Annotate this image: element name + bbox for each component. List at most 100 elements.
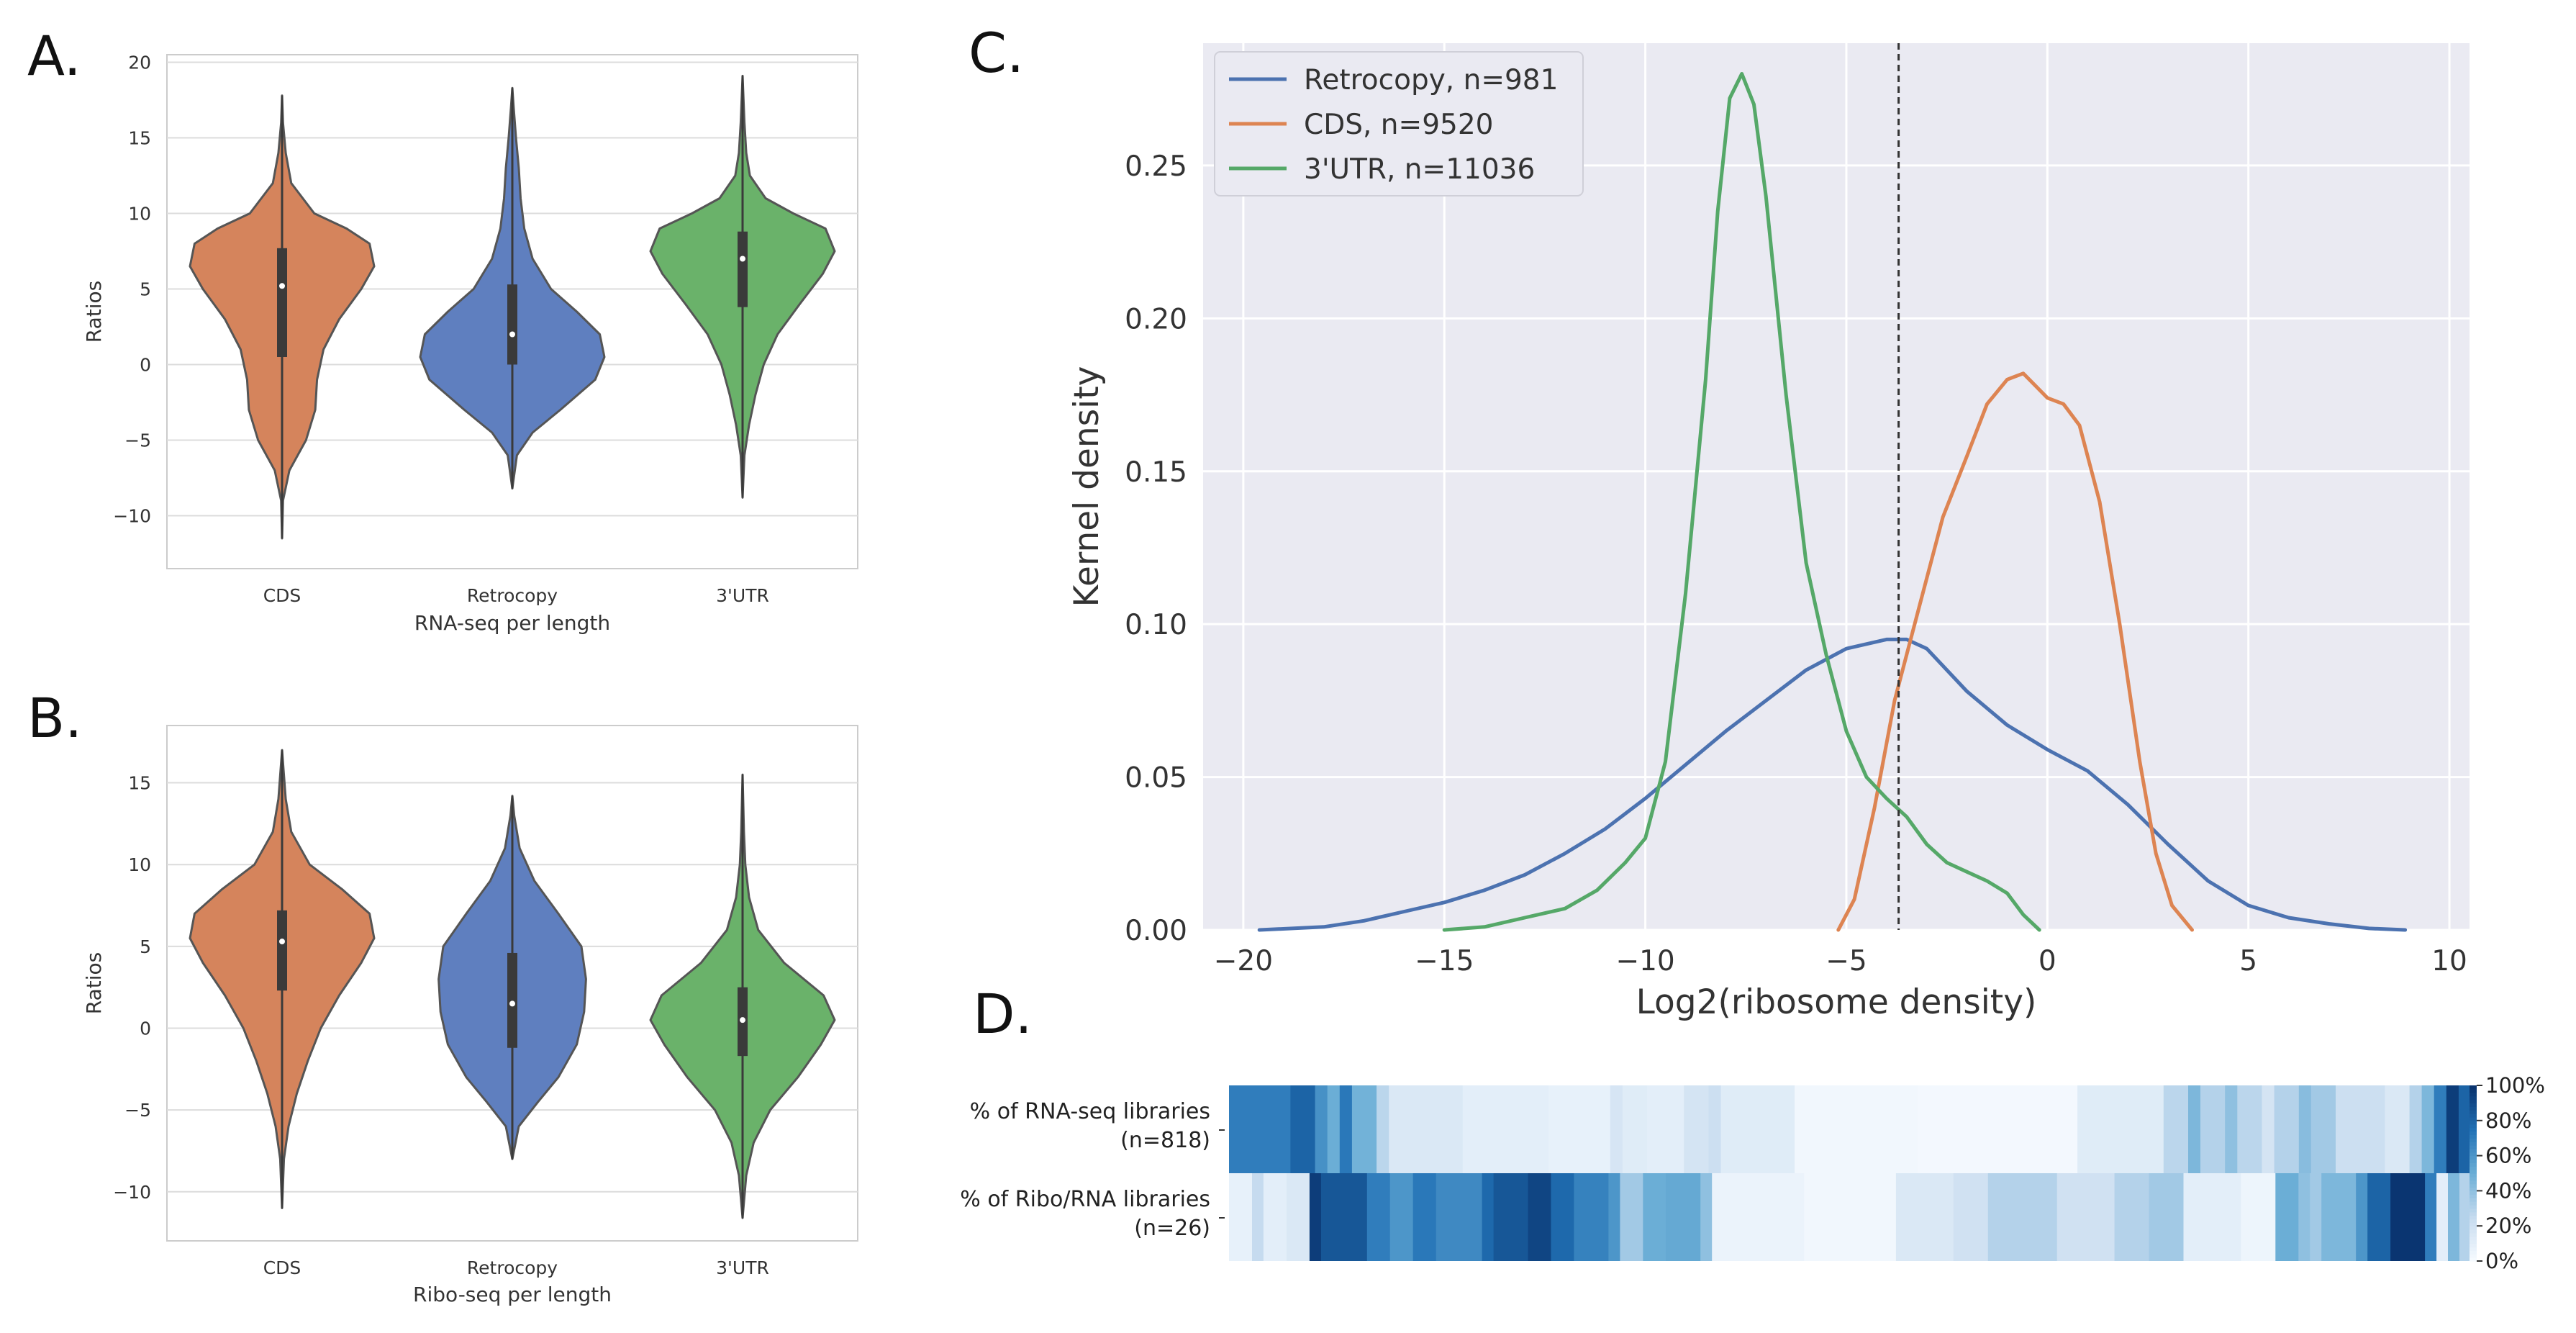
y-tick-label: 5 xyxy=(140,279,151,300)
colorbar-step xyxy=(2470,1116,2477,1121)
colorbar-step xyxy=(2470,1138,2477,1142)
legend-box xyxy=(1214,51,1584,196)
colorbar-step xyxy=(2470,1162,2477,1167)
y-tick-label: 10 xyxy=(128,854,151,875)
colorbar-step xyxy=(2470,1155,2477,1160)
colorbar-step xyxy=(2470,1085,2477,1090)
x-tick-label: 10 xyxy=(2431,945,2467,977)
x-tick-labels: CDS Retrocopy 3'UTR xyxy=(263,585,769,606)
heatmap-cell xyxy=(1647,1085,1685,1173)
heatmap-cell xyxy=(2163,1085,2189,1173)
heatmap-cell xyxy=(1263,1173,1287,1261)
heatmap-cell xyxy=(1252,1173,1264,1261)
heatmap-cell xyxy=(1700,1173,1713,1261)
violin-iqr-box xyxy=(738,231,748,307)
heatmap-cell xyxy=(1720,1085,1795,1173)
line-utr xyxy=(1442,72,2041,932)
heatmap-cell xyxy=(2200,1085,2226,1173)
y-tick-labels: −10 −5 0 5 10 15 xyxy=(113,773,151,1203)
colorbar-step xyxy=(2470,1159,2477,1163)
row-label-rna-seq-n: (n=818) xyxy=(1120,1128,1210,1153)
colorbar-label: 100% xyxy=(2485,1073,2545,1098)
colorbar-step xyxy=(2470,1092,2477,1097)
heatmap-cell xyxy=(1608,1173,1621,1261)
x-tick-label: −20 xyxy=(1214,945,1273,977)
heatmap-cell xyxy=(1389,1173,1414,1261)
x-axis-label: Ribo-seq per length xyxy=(413,1283,612,1306)
heatmap-cell xyxy=(2390,1173,2426,1261)
heatmap-cell xyxy=(1620,1173,1644,1261)
heatmap-cell xyxy=(2237,1085,2263,1173)
legend: Retrocopy, n=981 CDS, n=9520 3'UTR, n=11… xyxy=(1214,51,1584,196)
colorbar-step xyxy=(2470,1219,2477,1223)
panel-label-d: D. xyxy=(973,982,1033,1046)
colorbar-step xyxy=(2470,1173,2477,1178)
heatmap-cell xyxy=(2188,1085,2201,1173)
x-tick-label: −15 xyxy=(1415,945,1474,977)
colorbar-step xyxy=(2470,1176,2477,1181)
heatmap: % of RNA-seq libraries (n=818) % of Ribo… xyxy=(960,1073,2545,1273)
x-tick-label: −10 xyxy=(1615,945,1674,977)
x-tick-label: CDS xyxy=(263,585,301,606)
colorbar-step xyxy=(2470,1142,2477,1146)
colorbar-step xyxy=(2470,1236,2477,1241)
heatmap-cell xyxy=(1229,1085,1292,1173)
legend-label-utr: 3'UTR, n=11036 xyxy=(1304,153,1535,186)
heatmap-cell xyxy=(1229,1173,1253,1261)
y-tick-label: 0.00 xyxy=(1125,915,1187,947)
violin-chart-ribo-seq: −10 −5 0 5 10 15 CDS Retrocopy 3'UTR Ribo-seq p… xyxy=(82,725,858,1306)
violin-iqr-box xyxy=(277,248,287,357)
heatmap-cell xyxy=(1493,1173,1529,1261)
colorbar-label: 80% xyxy=(2485,1108,2531,1133)
colorbar-step xyxy=(2470,1215,2477,1220)
colorbar: 0% 20% 40% 60% 80% 100% xyxy=(2470,1073,2545,1273)
heatmap-cell xyxy=(2262,1085,2275,1173)
x-tick-label: 5 xyxy=(2239,945,2257,977)
heatmap-cell xyxy=(1551,1173,1575,1261)
heatmap-cell xyxy=(2367,1173,2391,1261)
x-tick-label: Retrocopy xyxy=(467,585,558,606)
y-tick-label: −5 xyxy=(124,430,151,451)
colorbar-step xyxy=(2470,1198,2477,1202)
y-axis-label: Ratios xyxy=(82,952,106,1014)
colorbar-step xyxy=(2470,1222,2477,1226)
colorbar-step xyxy=(2470,1229,2477,1234)
heatmap-cell xyxy=(2421,1085,2435,1173)
row-label-ribo-rna-n: (n=26) xyxy=(1134,1216,1210,1241)
heatmap-cell xyxy=(2274,1085,2300,1173)
y-tick-label: 0.15 xyxy=(1125,456,1187,489)
colorbar-step xyxy=(2470,1131,2477,1135)
colorbar-step xyxy=(2470,1233,2477,1237)
y-tick-label: 20 xyxy=(128,53,151,73)
colorbar-step xyxy=(2470,1208,2477,1213)
colorbar-step xyxy=(2470,1183,2477,1188)
heatmap-cell xyxy=(2458,1085,2472,1173)
colorbar-step xyxy=(2470,1145,2477,1149)
colorbar-step xyxy=(2470,1152,2477,1157)
heatmap-cell xyxy=(2448,1173,2460,1261)
heatmap-cell xyxy=(1708,1085,1722,1173)
x-tick-label: 0 xyxy=(2038,945,2056,977)
y-axis-label: Ratios xyxy=(82,281,106,343)
heatmap-cell xyxy=(1482,1173,1495,1261)
panel-label-b: B. xyxy=(27,686,82,750)
line-retrocopy xyxy=(1257,637,2408,932)
colorbar-step xyxy=(2470,1243,2477,1248)
violin-median xyxy=(740,1017,745,1024)
y-tick-label: 0 xyxy=(140,355,151,376)
heatmap-cell xyxy=(1712,1173,1805,1261)
colorbar-step xyxy=(2470,1170,2477,1174)
heatmap-cell xyxy=(2321,1173,2357,1261)
heatmap-cell xyxy=(1412,1173,1437,1261)
x-axis-label: RNA-seq per length xyxy=(414,611,610,635)
heatmap-cell xyxy=(2149,1173,2185,1261)
y-tick-label: 0.10 xyxy=(1125,609,1187,641)
colorbar-step xyxy=(2470,1226,2477,1230)
colorbar-step xyxy=(2470,1194,2477,1198)
heatmap-cell xyxy=(2298,1085,2312,1173)
legend-label-retrocopy: Retrocopy, n=981 xyxy=(1304,64,1558,96)
heatmap-cell xyxy=(1918,1085,2078,1173)
colorbar-step xyxy=(2470,1204,2477,1209)
violin-iqr-box xyxy=(507,952,517,1048)
